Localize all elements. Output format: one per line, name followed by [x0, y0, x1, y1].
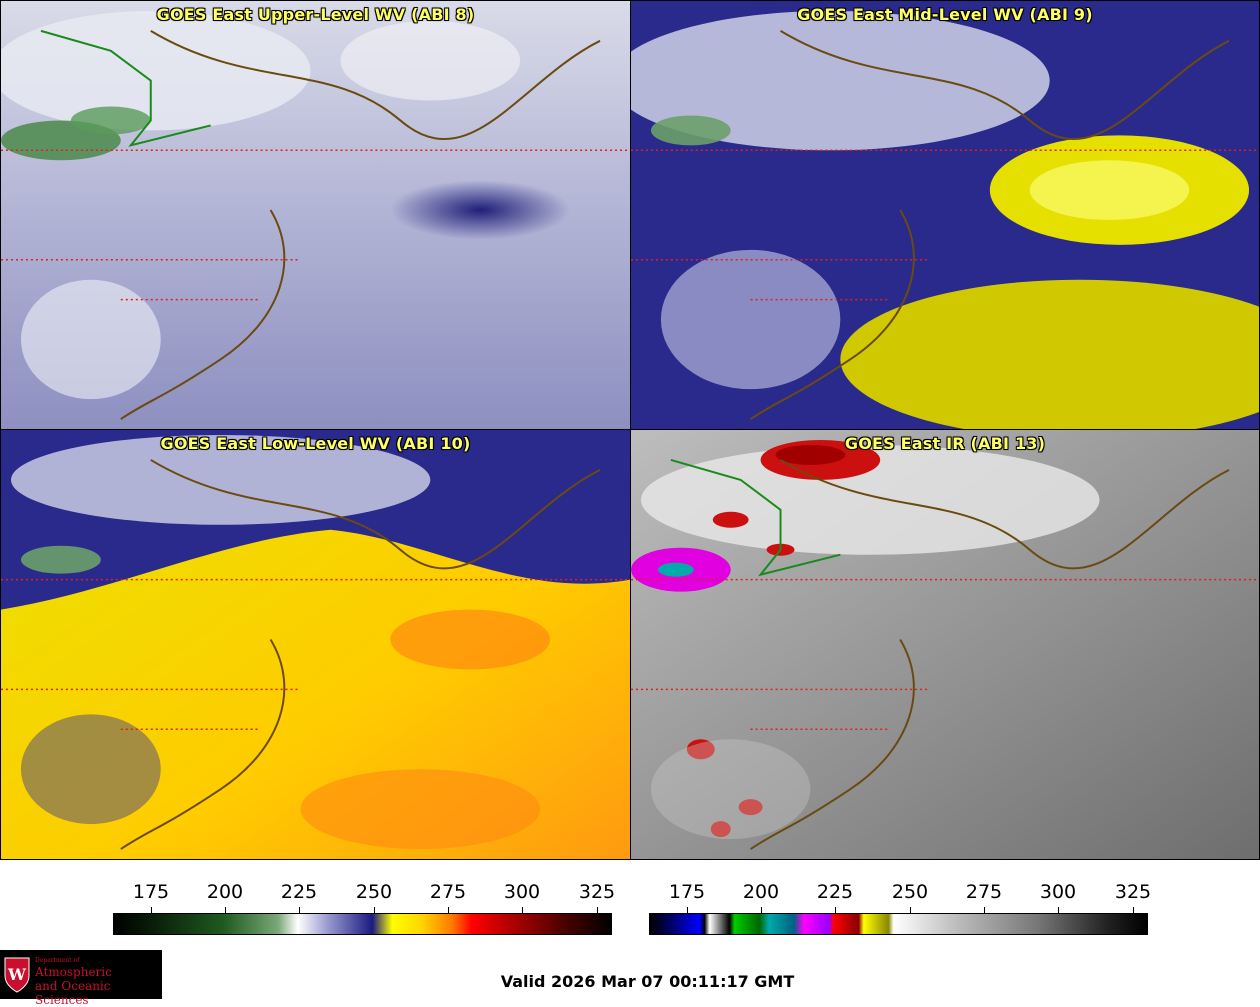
upper-level-wv-image — [1, 1, 630, 429]
colorbar-tick-label: 225 — [280, 881, 318, 903]
colorbar-tick-label: 275 — [965, 881, 1003, 903]
ir-colorbar: 175 200 225 250 275 300 325 — [649, 881, 1152, 941]
crest-icon: W — [4, 957, 30, 993]
valid-time: Valid 2026 Mar 07 00:11:17 GMT — [500, 972, 795, 991]
colorbar-tick-label: 175 — [132, 881, 170, 903]
colorbar-tick-label: 175 — [668, 881, 706, 903]
colorbar-tick-label: 200 — [742, 881, 780, 903]
logo-line-3: and Oceanic Sciences — [35, 979, 111, 1007]
colorbar-tick-label: 250 — [355, 881, 393, 903]
ir-image — [631, 430, 1259, 859]
low-level-wv-image — [1, 430, 630, 859]
panel-title: GOES East Low-Level WV (ABI 10) — [160, 434, 471, 453]
logo-line-1: Department of — [35, 957, 80, 964]
logo-line-2: Atmospheric — [35, 965, 112, 979]
colorbar-tick-label: 325 — [578, 881, 616, 903]
colorbar-tick-label: 325 — [1114, 881, 1152, 903]
svg-text:W: W — [7, 965, 27, 984]
mid-level-wv-image — [631, 1, 1259, 429]
colorbar-tick-label: 225 — [816, 881, 854, 903]
mid-level-wv-panel: GOES East Mid-Level WV (ABI 9) — [630, 0, 1260, 430]
panel-title: GOES East Upper-Level WV (ABI 8) — [156, 5, 475, 24]
wv-colorbar-gradient — [113, 913, 612, 935]
ir-panel: GOES East IR (ABI 13) — [630, 429, 1260, 860]
panel-title: GOES East Mid-Level WV (ABI 9) — [797, 5, 1093, 24]
colorbar-tick-label: 300 — [1039, 881, 1077, 903]
panel-title: GOES East IR (ABI 13) — [844, 434, 1046, 453]
wv-colorbar: 175 200 225 250 275 300 325 — [113, 881, 616, 941]
ir-colorbar-gradient — [649, 913, 1148, 935]
colorbar-tick-label: 275 — [429, 881, 467, 903]
low-level-wv-panel: GOES East Low-Level WV (ABI 10) — [0, 429, 631, 860]
upper-level-wv-panel: GOES East Upper-Level WV (ABI 8) — [0, 0, 631, 430]
colorbar-tick-label: 250 — [891, 881, 929, 903]
aos-logo: W Department of Atmospheric and Oceanic … — [0, 950, 162, 1007]
colorbar-tick-label: 300 — [503, 881, 541, 903]
colorbar-tick-label: 200 — [206, 881, 244, 903]
